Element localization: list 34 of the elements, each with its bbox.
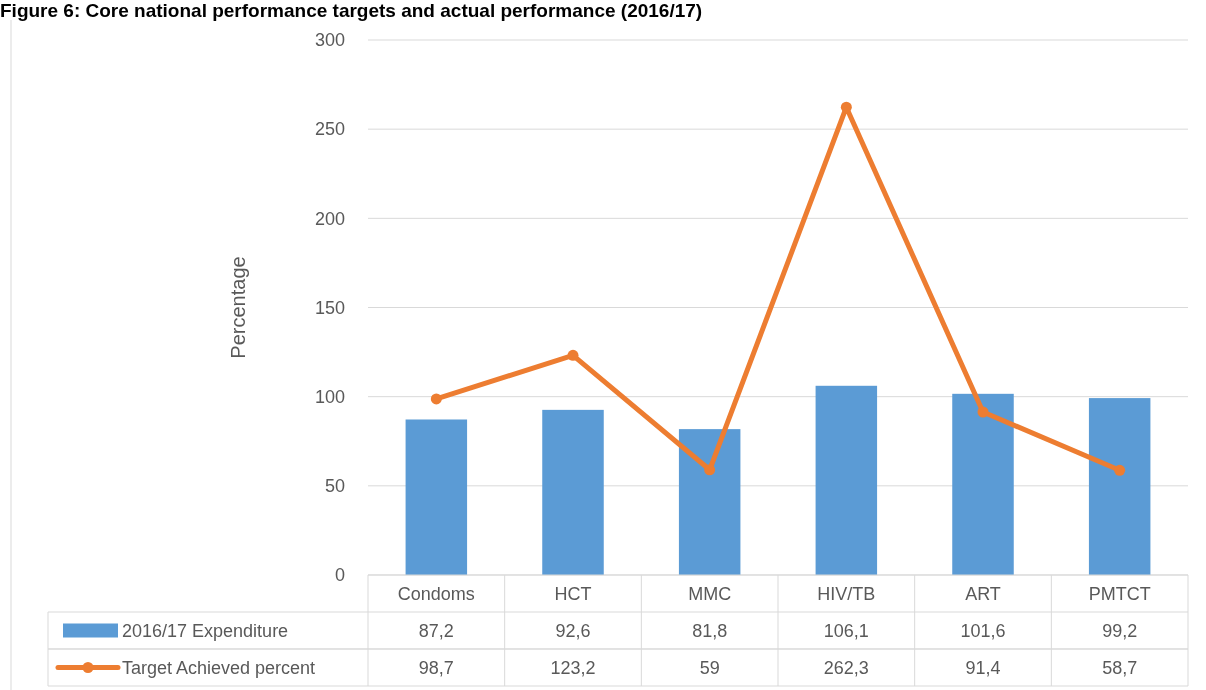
point [567,349,579,361]
x-tick-label: HCT [554,583,592,604]
x-tick-label: PMTCT [1088,583,1151,604]
point [977,406,989,418]
y-tick-label: 50 [324,476,345,497]
legend-label: 2016/17 Expenditure [122,620,289,641]
x-tick-label: MMC [688,583,732,604]
y-tick-label: 0 [334,565,345,586]
data-label: 99,2 [1102,620,1138,641]
data-label: 101,6 [960,620,1006,641]
x-tick-label: ART [965,583,1001,604]
data-label: 106,1 [823,620,869,641]
y-tick-label: 200 [314,208,345,229]
x-tick-label: Condoms [397,583,475,604]
data-label: 92,6 [555,620,591,641]
data-label: 81,8 [692,620,728,641]
data-label: 123,2 [550,657,596,678]
data-label: 58,7 [1102,657,1138,678]
data-label: 91,4 [965,657,1001,678]
y-tick-label: 300 [314,30,345,51]
chart-title: Figure 6: Core national performance targets and actual performance (2016/17) [0,0,703,21]
data-label: 98,7 [418,657,454,678]
point [704,464,716,476]
data-label: 87,2 [418,620,454,641]
y-tick-label: 250 [314,119,345,140]
y-tick-label: 100 [314,386,345,407]
legend-label: Target Achieved percent [122,657,316,678]
x-tick-label: HIV/TB [817,583,876,604]
y-tick-label: 150 [314,297,345,318]
point [1114,464,1126,476]
y-axis-title: Percentage [227,256,249,359]
data-label: 262,3 [823,657,869,678]
data-label: 59 [699,657,720,678]
point [430,393,442,405]
